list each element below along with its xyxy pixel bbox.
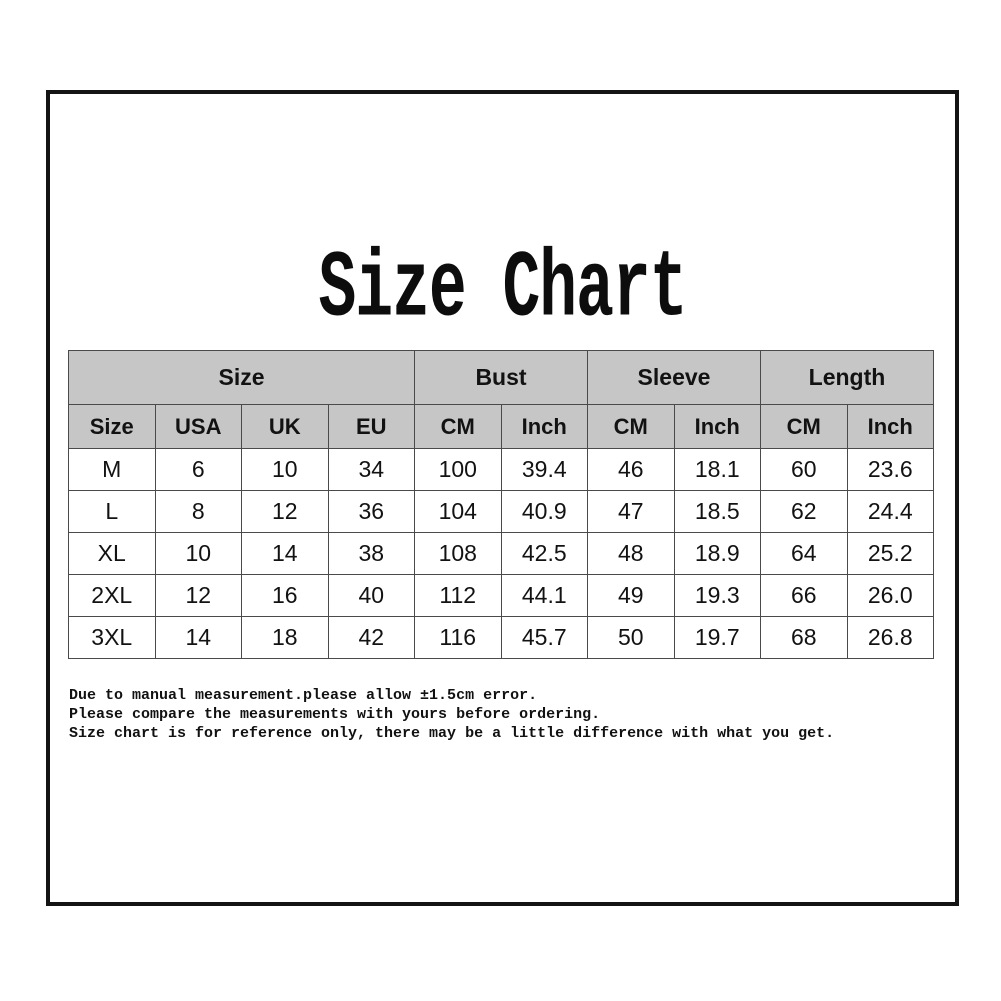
table-cell: 68 (760, 616, 848, 659)
table-cell: 10 (154, 532, 242, 575)
column-header: Size (68, 404, 156, 449)
table-cell: 38 (327, 532, 415, 575)
size-label-cell: L (68, 490, 156, 533)
table-cell: 12 (154, 574, 242, 617)
column-header: Inch (846, 404, 934, 449)
table-cell: 48 (587, 532, 675, 575)
table-cell: 44.1 (500, 574, 588, 617)
table-body: M 6 10 34 100 39.4 46 18.1 60 23.6 L 8 12 36 104 40.9 47… (68, 448, 934, 659)
table-cell: 18.5 (673, 490, 761, 533)
table-header: Size Bust Sleeve Length Size USA UK EU CM Inch CM… (68, 350, 934, 449)
table-row: XL 10 14 38 108 42.5 48 18.9 64 25.2 (68, 532, 934, 575)
column-header: USA (154, 404, 242, 449)
table-cell: 108 (414, 532, 502, 575)
table-row: L 8 12 36 104 40.9 47 18.5 62 24.4 (68, 490, 934, 533)
table-row: M 6 10 34 100 39.4 46 18.1 60 23.6 (68, 448, 934, 491)
table-cell: 10 (241, 448, 329, 491)
column-header: EU (327, 404, 415, 449)
table-group-row: Size Bust Sleeve Length (68, 350, 934, 405)
table-cell: 26.8 (846, 616, 934, 659)
column-group-header: Sleeve (587, 350, 761, 405)
table-cell: 112 (414, 574, 502, 617)
table-row: 2XL 12 16 40 112 44.1 49 19.3 66 26.0 (68, 574, 934, 617)
table-cell: 24.4 (846, 490, 934, 533)
note-line: Due to manual measurement.please allow ±… (69, 687, 538, 704)
table-cell: 16 (241, 574, 329, 617)
table-cell: 60 (760, 448, 848, 491)
table-cell: 47 (587, 490, 675, 533)
table-cell: 39.4 (500, 448, 588, 491)
table-cell: 18.1 (673, 448, 761, 491)
table-cell: 45.7 (500, 616, 588, 659)
page-title: Size Chart (318, 236, 687, 343)
table-cell: 36 (327, 490, 415, 533)
table-cell: 23.6 (846, 448, 934, 491)
table-cell: 25.2 (846, 532, 934, 575)
note-line: Please compare the measurements with you… (69, 706, 601, 723)
size-label-cell: 2XL (68, 574, 156, 617)
table-cell: 34 (327, 448, 415, 491)
outer-border-frame: Size Chart Size Bust Sleeve Length Size USA U… (46, 90, 959, 906)
column-group-header: Size (68, 350, 415, 405)
column-header: CM (414, 404, 502, 449)
column-group-header: Bust (414, 350, 588, 405)
table-subheader-row: Size USA UK EU CM Inch CM Inch CM Inch (68, 404, 934, 449)
column-header: CM (587, 404, 675, 449)
table-cell: 42 (327, 616, 415, 659)
table-cell: 116 (414, 616, 502, 659)
table-cell: 26.0 (846, 574, 934, 617)
table-cell: 19.3 (673, 574, 761, 617)
table-cell: 18.9 (673, 532, 761, 575)
size-label-cell: M (68, 448, 156, 491)
table-cell: 14 (154, 616, 242, 659)
column-group-header: Length (760, 350, 934, 405)
table-cell: 12 (241, 490, 329, 533)
column-header: CM (760, 404, 848, 449)
table-cell: 18 (241, 616, 329, 659)
table-cell: 40.9 (500, 490, 588, 533)
table-cell: 8 (154, 490, 242, 533)
table-row: 3XL 14 18 42 116 45.7 50 19.7 68 26.8 (68, 616, 934, 659)
size-label-cell: XL (68, 532, 156, 575)
table-cell: 104 (414, 490, 502, 533)
table-cell: 14 (241, 532, 329, 575)
column-header: Inch (500, 404, 588, 449)
table-cell: 66 (760, 574, 848, 617)
table-cell: 49 (587, 574, 675, 617)
table-cell: 42.5 (500, 532, 588, 575)
table-cell: 46 (587, 448, 675, 491)
size-label-cell: 3XL (68, 616, 156, 659)
table-cell: 40 (327, 574, 415, 617)
table-cell: 64 (760, 532, 848, 575)
table-cell: 6 (154, 448, 242, 491)
table-cell: 62 (760, 490, 848, 533)
table-cell: 50 (587, 616, 675, 659)
size-chart-table: Size Bust Sleeve Length Size USA UK EU CM Inch CM… (68, 350, 934, 659)
table-cell: 100 (414, 448, 502, 491)
column-header: Inch (673, 404, 761, 449)
table-cell: 19.7 (673, 616, 761, 659)
column-header: UK (241, 404, 329, 449)
note-line: Size chart is for reference only, there … (69, 725, 835, 742)
notes-block: Due to manual measurement.please allow ±… (69, 686, 834, 743)
